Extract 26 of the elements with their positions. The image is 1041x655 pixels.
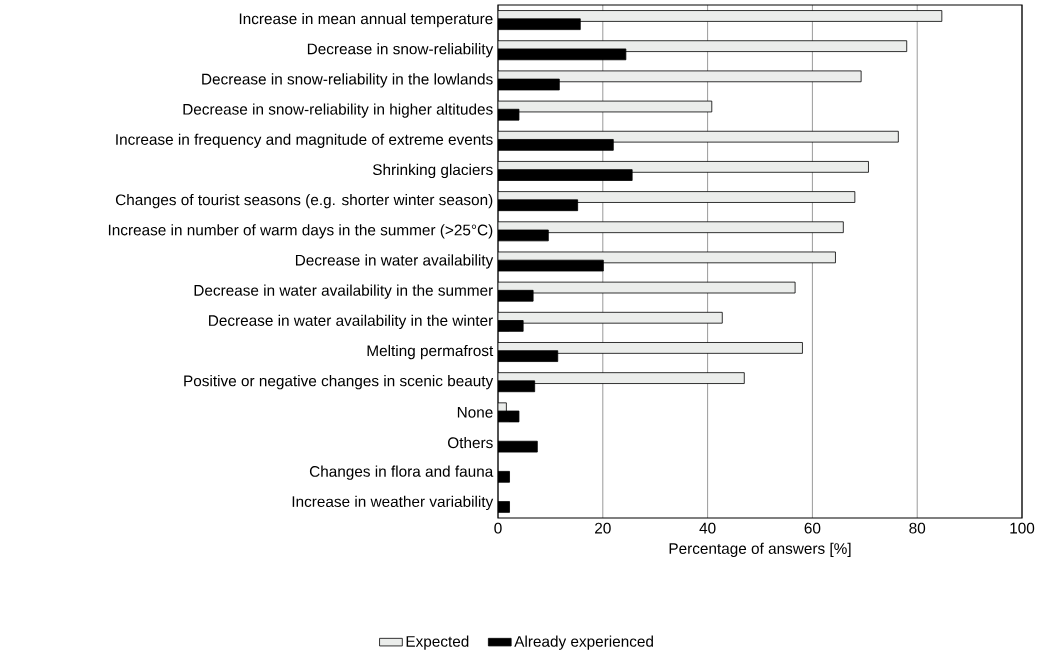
y-tick-label: Shrinking glaciers <box>372 163 493 179</box>
x-tick-label: 20 <box>595 522 611 534</box>
x-axis-title: Percentage of answers [%] <box>669 542 851 557</box>
x-tick-label: 100 <box>1010 522 1035 534</box>
y-tick-label: Decrease in water availability <box>295 254 494 269</box>
x-tick-label: 60 <box>804 522 821 534</box>
y-tick-label: Changes in flora and fauna <box>309 465 494 480</box>
y-tick-label: Melting permafrost <box>367 344 494 360</box>
y-tick-label: Decrease in snow-reliability in higher altitudes <box>183 103 493 118</box>
legend-label: Expected <box>406 635 469 650</box>
y-tick-label: Decrease in snow-reliability <box>307 43 494 58</box>
y-tick-label: Increase in mean annual temperature <box>239 12 493 28</box>
y-tick-label: Increase in frequency and magnitude of extreme events <box>116 133 493 148</box>
y-tick-label: Increase in weather variability <box>292 495 494 511</box>
y-tick-label: None <box>457 407 493 418</box>
y-tick-label: Positive or negative changes in scenic beauty <box>184 375 494 390</box>
legend-label: Already experienced <box>514 635 653 650</box>
x-tick-label: 40 <box>699 522 716 534</box>
y-tick-label: Others <box>448 436 493 449</box>
y-tick-label: Increase in number of warm days in the summer (>25°C) <box>108 224 493 239</box>
y-tick-label: Decrease in water availability in the winter <box>209 314 493 329</box>
x-tick-label: 80 <box>909 522 926 534</box>
x-tick-label: 0 <box>494 522 502 534</box>
y-tick-label: Changes of tourist seasons (e.g. shorter winter season) <box>115 194 493 209</box>
y-tick-label: Decrease in water availability in the summer <box>194 284 493 299</box>
y-tick-label: Decrease in snow-reliability in the lowlands <box>202 73 493 88</box>
